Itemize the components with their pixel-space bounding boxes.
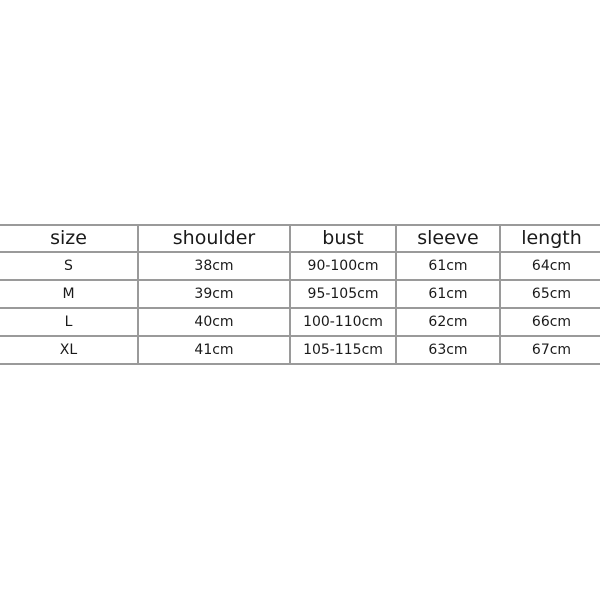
- table-row: L 40cm 100-110cm 62cm 66cm: [0, 307, 600, 337]
- cell-bust: 90-100cm: [289, 251, 397, 281]
- cell-size: S: [0, 251, 139, 281]
- cell-length: 65cm: [499, 279, 600, 309]
- table-row: S 38cm 90-100cm 61cm 64cm: [0, 251, 600, 281]
- cell-length: 67cm: [499, 335, 600, 365]
- cell-shoulder: 38cm: [137, 251, 291, 281]
- cell-shoulder: 40cm: [137, 307, 291, 337]
- cell-length: 66cm: [499, 307, 600, 337]
- cell-length: 64cm: [499, 251, 600, 281]
- header-bust: bust: [289, 224, 397, 253]
- cell-sleeve: 63cm: [395, 335, 501, 365]
- header-length: length: [499, 224, 600, 253]
- header-row: size shoulder bust sleeve length: [0, 224, 600, 253]
- header-size: size: [0, 224, 139, 253]
- cell-sleeve: 61cm: [395, 251, 501, 281]
- header-shoulder: shoulder: [137, 224, 291, 253]
- cell-bust: 95-105cm: [289, 279, 397, 309]
- cell-shoulder: 41cm: [137, 335, 291, 365]
- table-row: M 39cm 95-105cm 61cm 65cm: [0, 279, 600, 309]
- cell-size: L: [0, 307, 139, 337]
- header-sleeve: sleeve: [395, 224, 501, 253]
- cell-bust: 105-115cm: [289, 335, 397, 365]
- cell-size: M: [0, 279, 139, 309]
- cell-shoulder: 39cm: [137, 279, 291, 309]
- cell-sleeve: 62cm: [395, 307, 501, 337]
- cell-size: XL: [0, 335, 139, 365]
- cell-bust: 100-110cm: [289, 307, 397, 337]
- cell-sleeve: 61cm: [395, 279, 501, 309]
- table-row: XL 41cm 105-115cm 63cm 67cm: [0, 335, 600, 365]
- size-chart-table: size shoulder bust sleeve length S 38cm …: [0, 224, 600, 365]
